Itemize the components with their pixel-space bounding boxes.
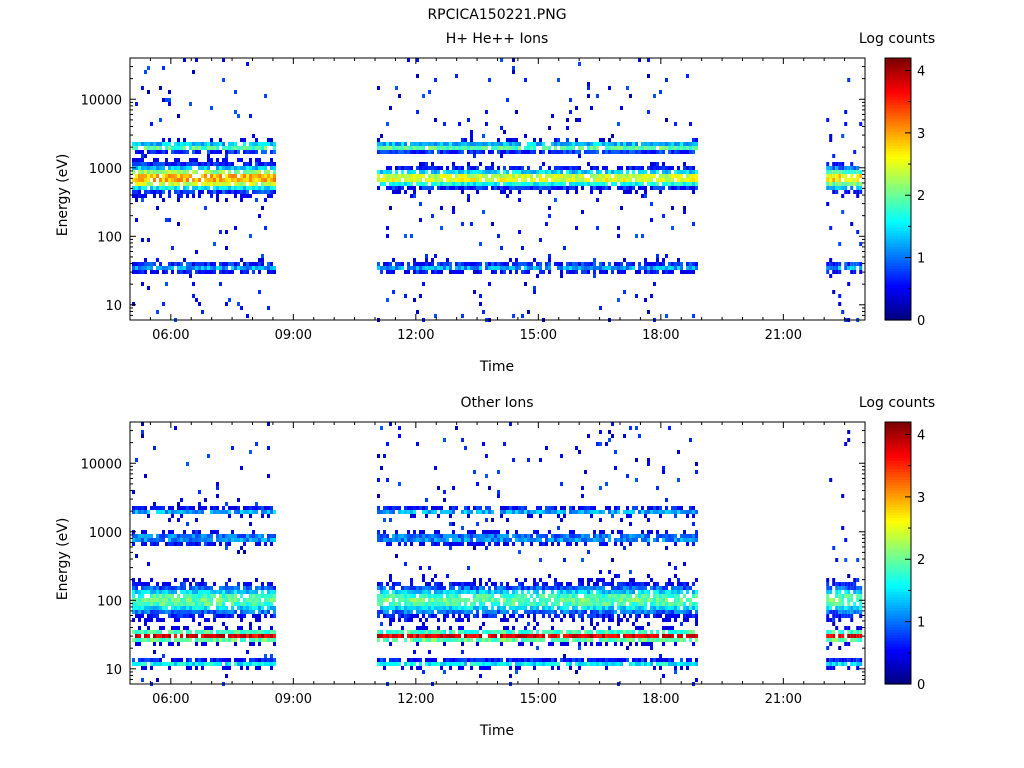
x-tick-label: 06:00 xyxy=(152,328,189,343)
panel-2-x-axis-label: Time xyxy=(479,723,514,739)
panel-2-title: Other Ions xyxy=(460,395,533,411)
panel-2-colorbar-label: Log counts xyxy=(859,395,935,411)
panel-1-title: H+ He++ Ions xyxy=(446,31,549,47)
x-tick-label: 21:00 xyxy=(765,328,802,343)
y-tick-label: 1000 xyxy=(89,526,122,541)
colorbar-tick-label: 3 xyxy=(917,127,925,142)
y-tick-label: 10000 xyxy=(81,457,122,472)
y-tick-label: 1000 xyxy=(89,162,122,177)
x-tick-label: 15:00 xyxy=(520,692,557,707)
y-tick-label: 10 xyxy=(105,663,122,678)
panel-1-colorbar-label: Log counts xyxy=(859,31,935,47)
x-tick-label: 06:00 xyxy=(152,692,189,707)
colorbar-tick-label: 0 xyxy=(917,314,925,329)
colorbar-tick-label: 2 xyxy=(917,189,925,204)
y-tick-label: 10 xyxy=(105,299,122,314)
figure-title: RPCICA150221.PNG xyxy=(427,7,566,23)
colorbar-tick-label: 4 xyxy=(917,428,925,443)
panel-2-heatmap xyxy=(132,422,863,686)
x-tick-label: 15:00 xyxy=(520,328,557,343)
x-tick-label: 09:00 xyxy=(275,328,312,343)
panel-1-x-axis: 06:00 09:00 12:00 15:00 18:00 21:00 xyxy=(149,58,846,343)
colorbar-tick-label: 4 xyxy=(917,64,925,79)
y-tick-label: 100 xyxy=(97,594,122,609)
colorbar-tick-label: 3 xyxy=(917,491,925,506)
panel-2-plot-frame xyxy=(129,421,866,685)
x-tick-label: 21:00 xyxy=(765,692,802,707)
colorbar-tick-label: 0 xyxy=(917,678,925,693)
y-tick-label: 100 xyxy=(97,230,122,245)
panel-1-colorbar: 0 1 2 3 4 xyxy=(884,57,925,329)
x-tick-label: 18:00 xyxy=(642,692,679,707)
panel-2-y-axis-label: Energy (eV) xyxy=(55,518,71,601)
colorbar-tick-label: 2 xyxy=(917,553,925,568)
x-tick-label: 18:00 xyxy=(642,328,679,343)
panel-h-he-ions: H+ He++ Ions Log counts 06:00 09:00 12:00 1… xyxy=(55,31,935,375)
panel-1-y-axis: 10 100 1000 10000 xyxy=(81,57,865,321)
panel-2-colorbar: 0 1 2 3 4 xyxy=(884,421,925,693)
x-tick-label: 12:00 xyxy=(397,328,434,343)
panel-2-x-axis: 06:00 09:00 12:00 15:00 18:00 21:00 xyxy=(149,422,846,707)
panel-1-x-axis-label: Time xyxy=(479,359,514,375)
x-tick-label: 09:00 xyxy=(275,692,312,707)
x-tick-label: 12:00 xyxy=(397,692,434,707)
panel-1-heatmap xyxy=(132,58,863,322)
panel-1-y-axis-label: Energy (eV) xyxy=(55,154,71,237)
panel-other-ions: Other Ions Log counts 06:00 09:00 12:00 15:… xyxy=(55,395,935,739)
colorbar-tick-label: 1 xyxy=(917,252,925,267)
colorbar-tick-label: 1 xyxy=(917,616,925,631)
y-tick-label: 10000 xyxy=(81,93,122,108)
panel-2-y-axis: 10 100 1000 10000 xyxy=(81,421,865,685)
